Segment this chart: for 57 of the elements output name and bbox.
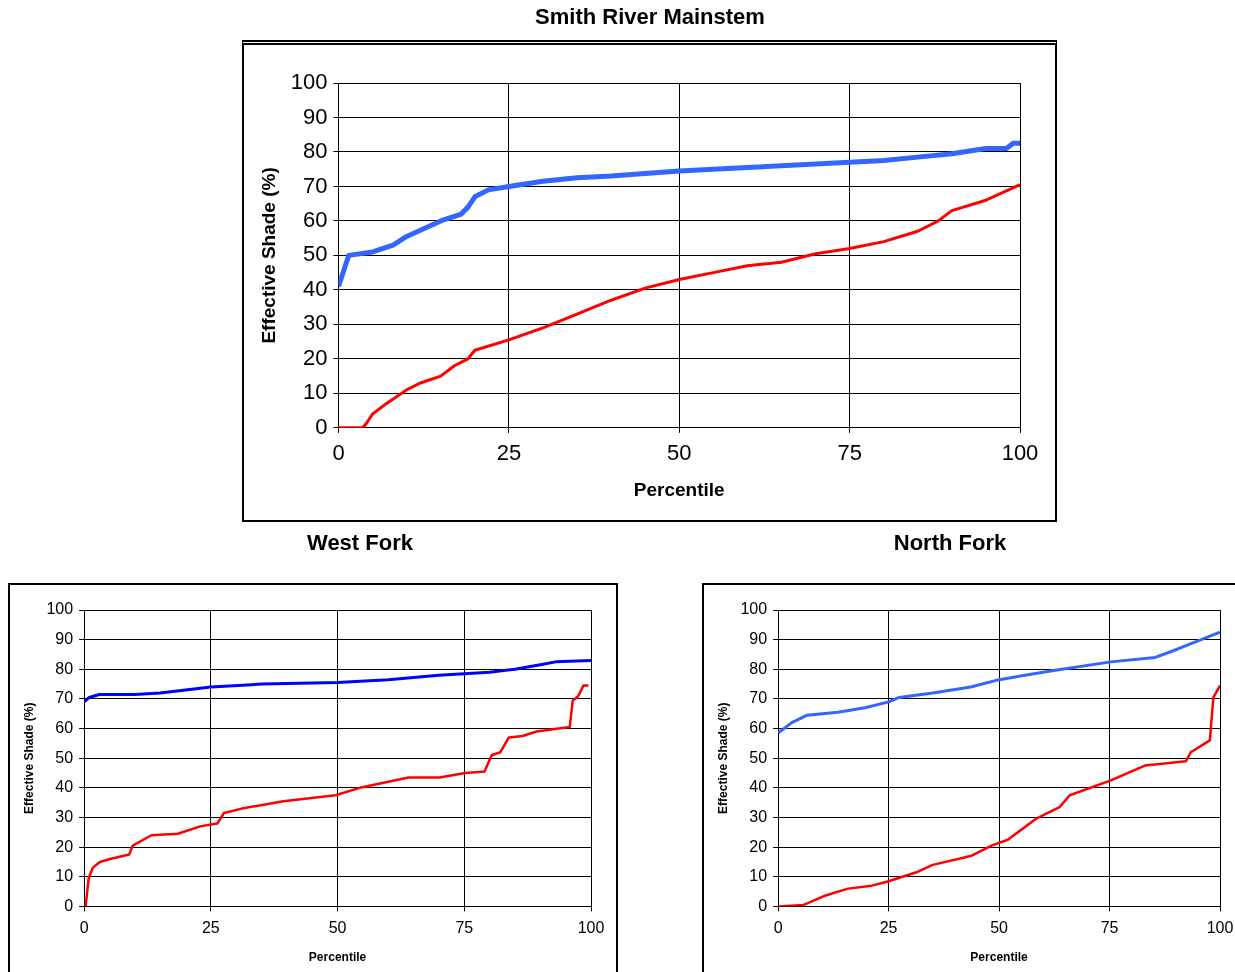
- y-tick-label: 0: [64, 896, 74, 914]
- x-axis-title: Percentile: [970, 950, 1029, 965]
- x-tick-label: 50: [667, 440, 692, 466]
- y-tick-label: 90: [55, 630, 74, 648]
- y-tick-label: 70: [749, 689, 768, 707]
- y-tick-label: 40: [749, 778, 768, 796]
- x-axis-title: Percentile: [308, 950, 367, 965]
- y-tick-label: 40: [55, 778, 74, 796]
- y-tick-label: 90: [749, 630, 768, 648]
- x-tick-label: 25: [496, 440, 522, 466]
- y-tick-label: 80: [55, 659, 74, 677]
- y-tick-label: 20: [749, 837, 768, 855]
- y-tick-label: 10: [55, 867, 74, 885]
- y-tick-label: 60: [749, 718, 768, 736]
- x-tick-label: 100: [577, 919, 605, 937]
- x-tick-label: 25: [201, 919, 220, 937]
- y-tick-label: 10: [303, 379, 328, 405]
- y-tick-label: 0: [315, 413, 328, 439]
- y-axis-title: Effective Shade (%): [715, 702, 730, 814]
- y-tick-label: 50: [303, 241, 328, 267]
- y-tick-label: 80: [303, 138, 328, 164]
- chart-title: West Fork: [306, 530, 414, 556]
- y-tick-label: 80: [749, 659, 768, 677]
- chart-title: North Fork: [892, 530, 1008, 556]
- y-tick-label: 40: [303, 275, 328, 301]
- x-tick-label: 75: [1100, 919, 1119, 937]
- y-tick-label: 100: [290, 69, 328, 95]
- x-tick-label: 0: [79, 919, 89, 937]
- y-tick-label: 60: [55, 718, 74, 736]
- chart-title: Smith River Mainstem: [534, 4, 766, 30]
- y-tick-label: 70: [303, 172, 328, 198]
- x-tick-label: 0: [773, 919, 783, 937]
- y-tick-label: 30: [749, 807, 768, 825]
- y-tick-label: 50: [749, 748, 768, 766]
- x-tick-label: 100: [1001, 440, 1039, 466]
- y-tick-label: 30: [303, 310, 328, 336]
- y-tick-label: 50: [55, 748, 74, 766]
- y-tick-label: 0: [758, 896, 768, 914]
- y-tick-label: 90: [303, 103, 328, 129]
- x-axis-title: Percentile: [633, 478, 725, 500]
- y-tick-label: 10: [749, 867, 768, 885]
- y-tick-label: 20: [55, 837, 74, 855]
- y-axis-title: Effective Shade (%): [21, 702, 36, 814]
- y-tick-label: 20: [303, 344, 328, 370]
- y-tick-label: 30: [55, 807, 74, 825]
- y-tick-label: 70: [55, 689, 74, 707]
- x-tick-label: 50: [990, 919, 1009, 937]
- x-tick-label: 0: [332, 440, 345, 466]
- x-tick-label: 50: [328, 919, 347, 937]
- y-tick-label: 100: [46, 600, 74, 618]
- x-tick-label: 75: [837, 440, 862, 466]
- y-tick-label: 100: [740, 600, 768, 618]
- y-tick-label: 60: [303, 206, 328, 232]
- x-tick-label: 100: [1206, 919, 1234, 937]
- x-tick-label: 25: [879, 919, 898, 937]
- x-tick-label: 75: [455, 919, 474, 937]
- y-axis-title: Effective Shade (%): [257, 167, 279, 344]
